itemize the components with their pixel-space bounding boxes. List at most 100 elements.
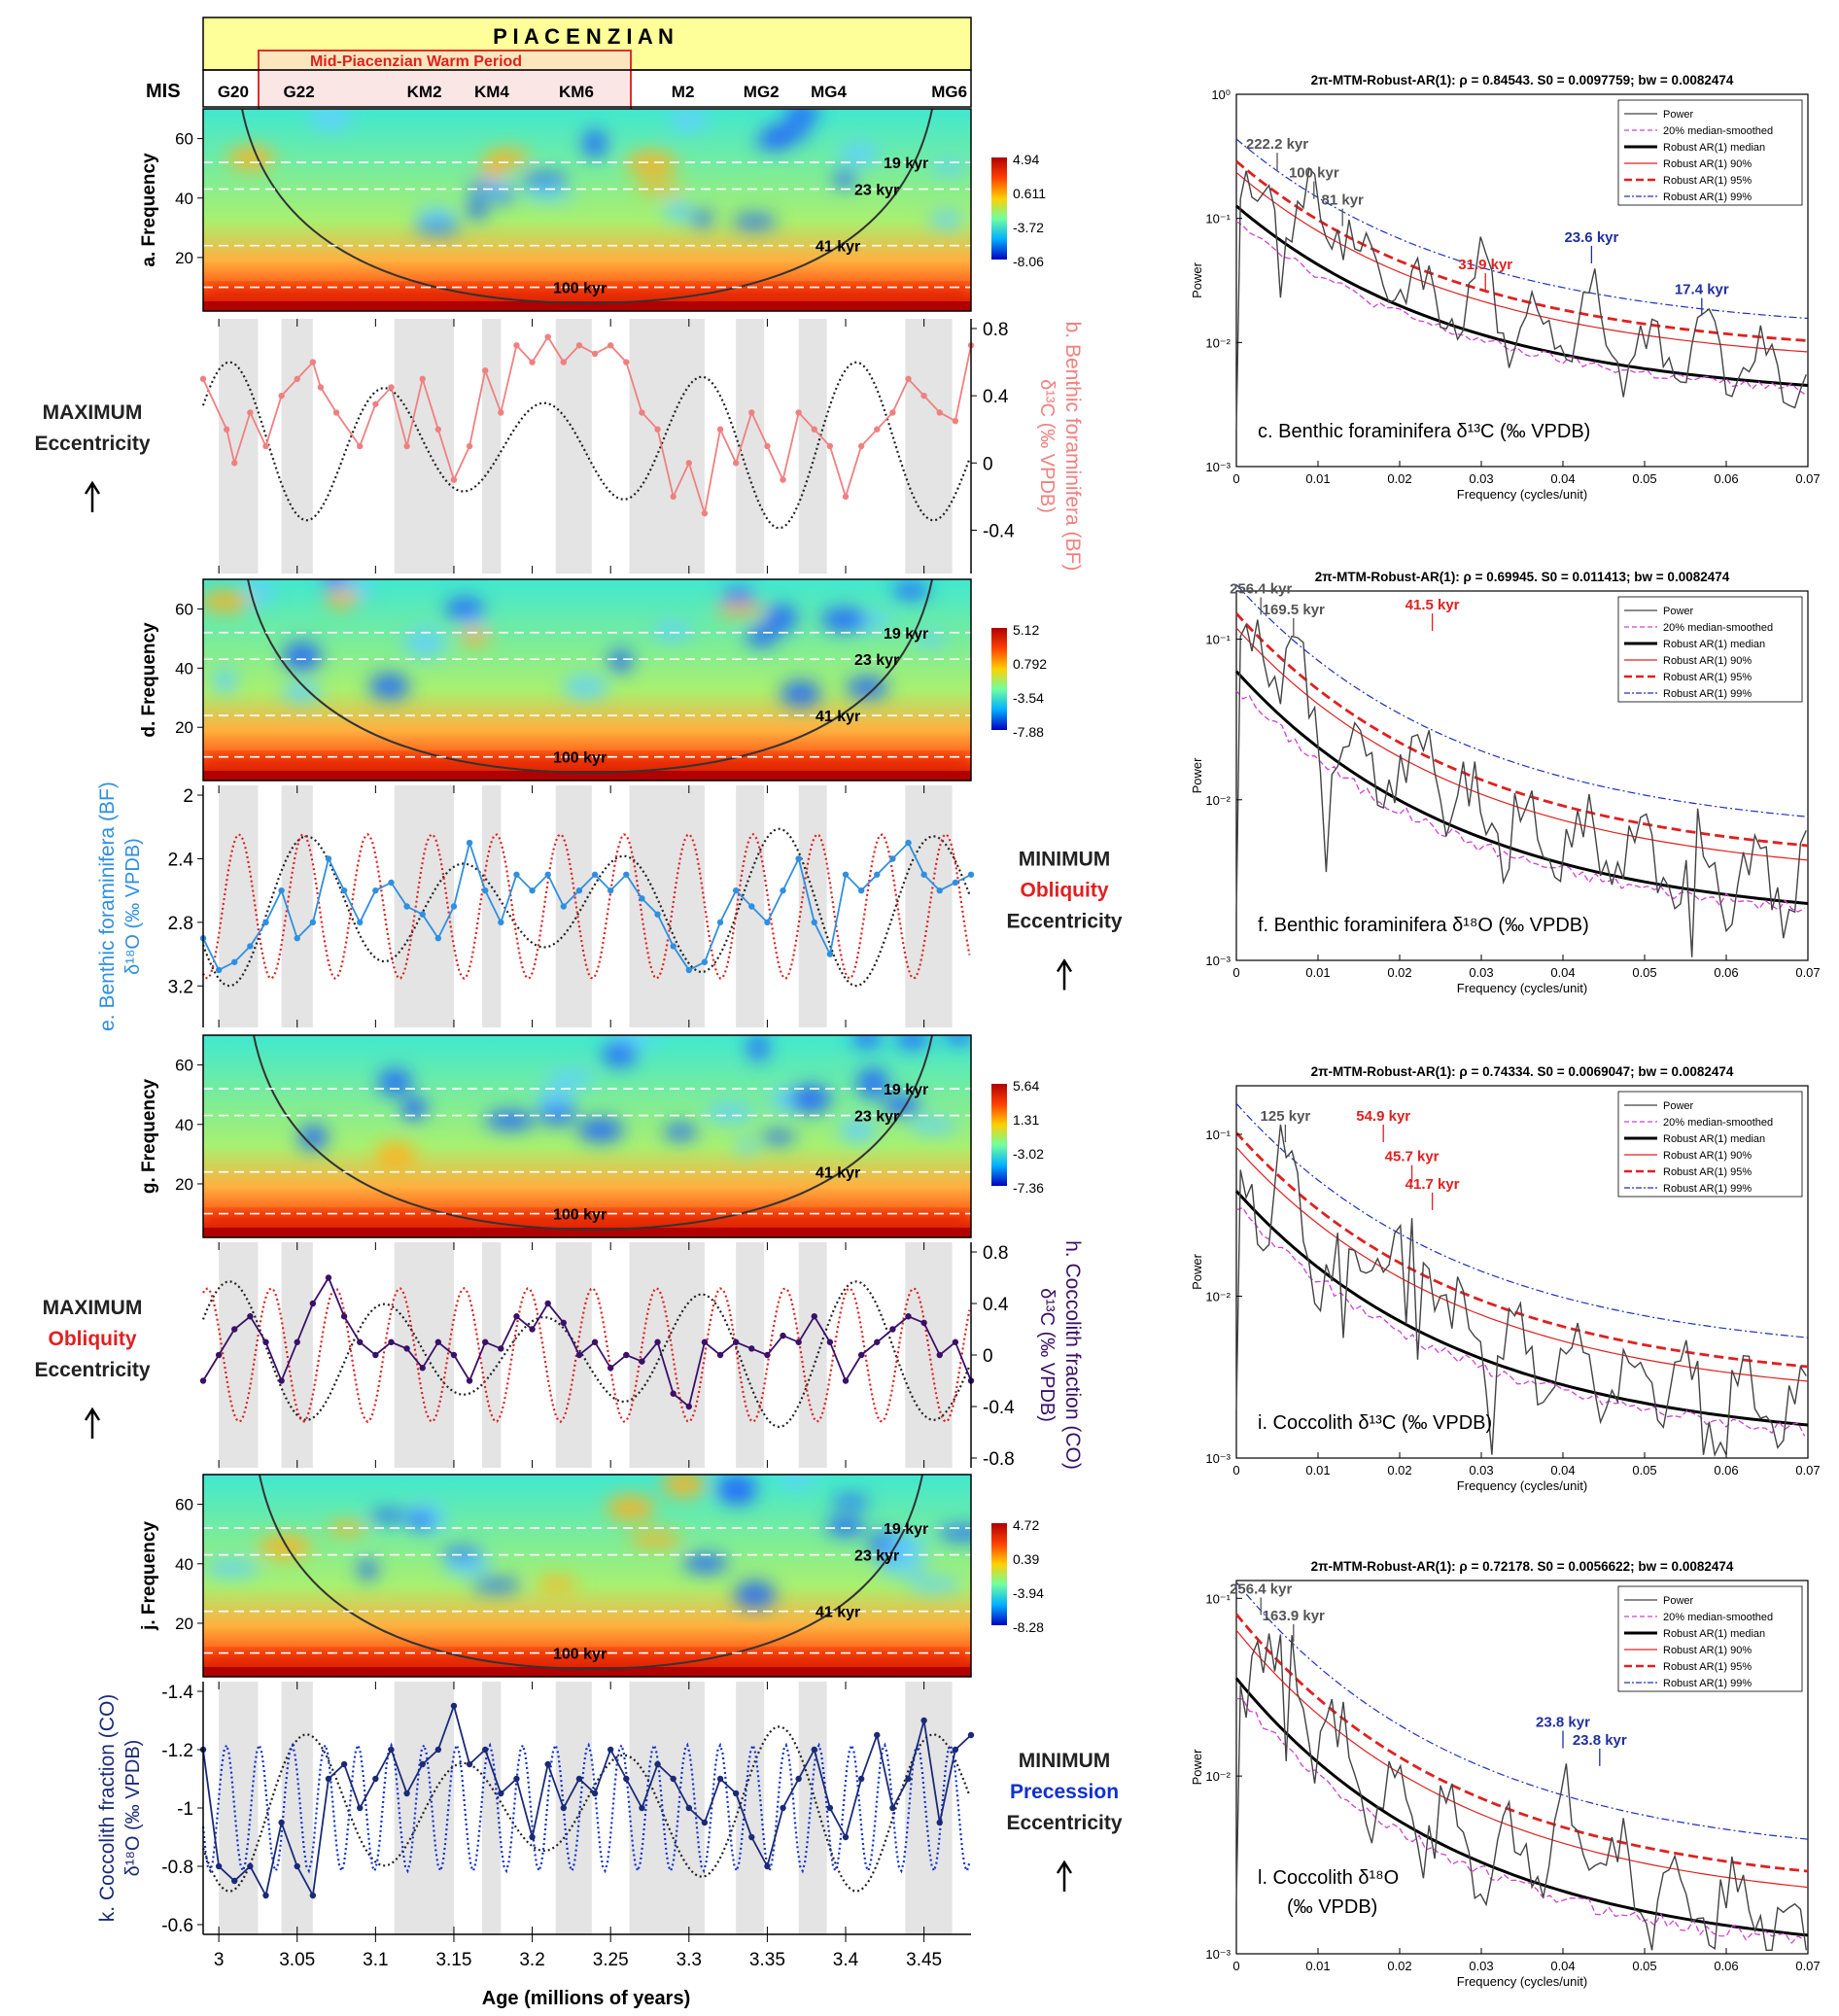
- mis-label-mg6: MG6: [931, 83, 967, 101]
- legend-entry: Power: [1663, 109, 1694, 121]
- data-point: [419, 1760, 426, 1768]
- wavelet-blob: [833, 170, 856, 189]
- orbital-side-label: MINIMUM: [1019, 1750, 1110, 1772]
- stage-label: P I A C E N Z I A N: [493, 24, 674, 49]
- wavelet-blob: [856, 1067, 889, 1098]
- data-point: [372, 886, 379, 894]
- data-point: [544, 871, 551, 878]
- wavelet-blob: [706, 1102, 755, 1123]
- legend-entry: Robust AR(1) 99%: [1663, 191, 1752, 203]
- data-point: [952, 1746, 959, 1754]
- data-point: [388, 384, 395, 391]
- power-tick-label: 10⁻³: [1205, 1947, 1231, 1962]
- data-point: [482, 1338, 489, 1345]
- glacial-shading: [798, 1242, 827, 1468]
- wavelet-blob: [357, 1559, 378, 1581]
- period-label: 41 kyr: [815, 239, 860, 256]
- data-point: [357, 442, 364, 450]
- ar-99-curve: [1235, 583, 1809, 817]
- data-point: [357, 919, 364, 926]
- ar-90-curve: [1235, 1629, 1809, 1889]
- data-point: [199, 1377, 207, 1384]
- data-point: [529, 1326, 536, 1333]
- data-point: [826, 1804, 834, 1812]
- timeseries-panel-k: -1.4 -1.2 -1 -0.8 -0.6 k. Coccolith fraction …: [96, 1682, 1123, 1936]
- freq-tick-label: 0: [1232, 1959, 1239, 1973]
- wavelet-blob: [928, 210, 963, 229]
- freq-tick-label: 60: [175, 130, 193, 149]
- data-point: [654, 911, 661, 918]
- data-point: [388, 1746, 395, 1754]
- freq-tick-label: 60: [175, 600, 193, 618]
- freq-tick-label: 20: [175, 1615, 193, 1633]
- data-point: [607, 1746, 614, 1754]
- cone-of-influence: [247, 579, 933, 775]
- wavelet-blob: [297, 1125, 329, 1151]
- value-tick-label: 2.4: [168, 850, 194, 870]
- data-point: [952, 879, 959, 886]
- value-tick-label: -0.8: [161, 1858, 193, 1878]
- data-point: [482, 367, 489, 374]
- wavelet-blob: [203, 589, 252, 613]
- data-point: [498, 1790, 504, 1797]
- series-ylabel-1: h. Coccolith fraction (CO): [1061, 1240, 1084, 1470]
- wavelet-blob: [471, 1578, 521, 1593]
- data-point: [434, 1746, 442, 1754]
- data-point: [842, 1377, 850, 1384]
- glacial-shading: [905, 319, 953, 574]
- freq-tick-label: 0: [1232, 471, 1239, 486]
- data-point: [685, 1804, 692, 1812]
- spectrum-caption: i. Coccolith δ¹³C (‰ VPDB): [1258, 1412, 1492, 1434]
- legend-entry: Robust AR(1) median: [1663, 1133, 1765, 1145]
- data-point: [967, 1731, 975, 1739]
- wavelet-blob: [227, 146, 275, 171]
- ar-90-curve: [1235, 627, 1809, 861]
- data-point: [936, 1819, 943, 1826]
- data-point: [529, 1833, 536, 1841]
- glacial-shading: [281, 319, 313, 574]
- wavelet-floor: [203, 301, 971, 311]
- spectrum-xlabel: Frequency (cycles/unit): [1457, 1974, 1587, 1989]
- power-tick-label: 10⁻¹: [1205, 633, 1231, 647]
- orbital-side-label: Obliquity: [49, 1328, 137, 1350]
- wavelet-blob: [909, 1117, 957, 1134]
- data-point: [544, 1300, 551, 1307]
- glacial-shading: [219, 1682, 259, 1934]
- wavelet-blob: [415, 205, 458, 227]
- glacial-shading: [555, 1242, 592, 1468]
- data-point: [889, 409, 896, 416]
- age-tick-label: 3.35: [749, 1950, 785, 1970]
- peak-label: 23.6 kyr: [1564, 229, 1618, 246]
- data-point: [936, 886, 943, 894]
- wavelet-blob: [764, 604, 798, 633]
- spectrum-caption: (‰ VPDB): [1287, 1896, 1377, 1918]
- peak-label: 163.9 kyr: [1263, 1608, 1325, 1624]
- legend-entry: Robust AR(1) 95%: [1663, 672, 1752, 683]
- period-label: 23 kyr: [854, 1548, 899, 1565]
- wavelet-blob: [746, 626, 779, 647]
- data-point: [920, 392, 927, 400]
- value-tick-label: 2.8: [168, 914, 193, 934]
- wavelet-blob: [884, 1533, 927, 1559]
- glacial-shading: [481, 1682, 502, 1934]
- data-point: [842, 871, 850, 878]
- data-point: [701, 1819, 709, 1826]
- period-label: 100 kyr: [553, 1647, 607, 1663]
- value-tick-label: 3.2: [168, 977, 193, 997]
- colorbar-label: -7.88: [1013, 724, 1044, 740]
- data-point: [529, 359, 536, 365]
- wavelet-blob: [486, 148, 529, 167]
- freq-tick-label: 0: [1232, 1463, 1239, 1477]
- age-axis: Age (millions of years) 3 3.05 3.1 3.15 3.2 3…: [203, 1933, 971, 2009]
- data-point: [780, 1804, 786, 1812]
- freq-tick-label: 0.05: [1632, 471, 1656, 486]
- wavelet-blob: [520, 172, 569, 188]
- freq-tick-label: 0.07: [1795, 1463, 1820, 1477]
- data-point: [764, 442, 771, 450]
- wavelet-frame: [202, 578, 972, 782]
- freq-tick-label: 0.07: [1795, 471, 1820, 486]
- legend-entry: Robust AR(1) median: [1663, 142, 1765, 154]
- data-point: [262, 919, 269, 926]
- data-point: [748, 1833, 755, 1841]
- glacial-shading: [798, 1682, 827, 1934]
